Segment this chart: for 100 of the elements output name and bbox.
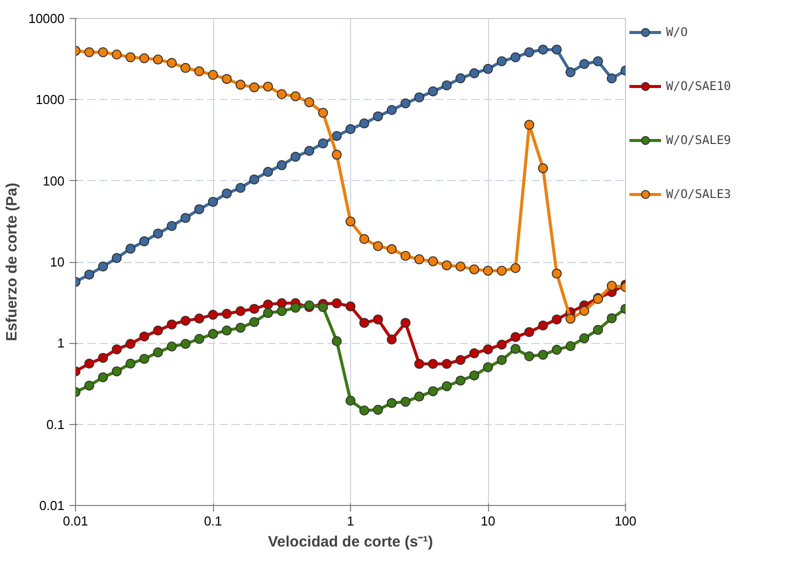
point xyxy=(112,344,122,354)
y-axis-title: Esfuerzo de corte (Pa) xyxy=(3,182,20,342)
point xyxy=(510,52,521,62)
point xyxy=(222,188,232,198)
point xyxy=(538,163,548,174)
point xyxy=(579,59,590,69)
point xyxy=(552,314,562,324)
point xyxy=(524,327,534,338)
point xyxy=(442,260,452,270)
point xyxy=(249,82,260,92)
point xyxy=(442,358,452,369)
point xyxy=(290,152,300,162)
point xyxy=(359,234,370,244)
point xyxy=(400,98,411,108)
y-tick-label: 1000 xyxy=(36,92,64,108)
y-tick-label: 1 xyxy=(57,336,65,351)
point xyxy=(84,270,94,280)
point xyxy=(414,392,424,402)
point xyxy=(456,73,466,84)
point xyxy=(566,341,576,352)
point xyxy=(346,124,356,134)
point xyxy=(442,80,452,90)
point xyxy=(359,318,370,328)
point xyxy=(84,358,94,369)
point xyxy=(373,314,384,324)
point xyxy=(386,105,397,115)
point xyxy=(566,67,576,78)
point xyxy=(112,253,122,263)
point xyxy=(346,301,356,312)
point xyxy=(166,220,177,231)
point xyxy=(552,44,562,55)
point xyxy=(510,263,521,274)
point xyxy=(414,92,424,102)
point xyxy=(166,342,177,352)
point xyxy=(276,160,287,170)
point xyxy=(538,350,548,360)
point xyxy=(236,306,246,316)
point xyxy=(496,56,507,66)
point xyxy=(593,56,604,66)
point xyxy=(538,44,548,55)
point xyxy=(153,54,163,65)
point xyxy=(538,320,548,331)
legend-label: W/O/SAE10 xyxy=(666,79,732,93)
point xyxy=(126,52,136,62)
point xyxy=(98,352,108,363)
legend-label: W/O/SALE3 xyxy=(666,187,732,201)
point xyxy=(222,308,232,319)
y-tick-label: 10 xyxy=(50,254,65,270)
point xyxy=(208,310,218,320)
point xyxy=(332,336,342,346)
point xyxy=(332,130,342,141)
point xyxy=(318,302,328,312)
point xyxy=(153,326,163,336)
point xyxy=(249,317,260,328)
point xyxy=(126,338,136,349)
point xyxy=(469,348,480,358)
point xyxy=(318,138,328,148)
point xyxy=(373,241,384,252)
point xyxy=(304,146,314,156)
point xyxy=(276,306,287,316)
point xyxy=(98,372,108,382)
point xyxy=(112,366,122,376)
point xyxy=(126,244,136,254)
point xyxy=(290,302,300,313)
point xyxy=(469,68,480,78)
point xyxy=(483,362,493,372)
point xyxy=(359,406,370,416)
x-tick-label: 0.01 xyxy=(62,514,88,528)
point xyxy=(552,268,562,279)
point xyxy=(112,50,122,60)
point xyxy=(139,331,150,342)
point xyxy=(414,358,424,369)
point xyxy=(386,334,397,344)
point xyxy=(263,299,274,310)
point xyxy=(414,254,424,264)
point xyxy=(428,358,438,369)
point xyxy=(456,376,466,386)
legend-label: W/O/SALE9 xyxy=(666,133,732,147)
point xyxy=(400,250,411,261)
point xyxy=(359,118,370,128)
point xyxy=(606,280,617,291)
point xyxy=(126,358,136,369)
point xyxy=(194,66,204,76)
point xyxy=(332,150,342,160)
point xyxy=(428,386,438,396)
point xyxy=(166,319,177,330)
point xyxy=(222,74,232,84)
point xyxy=(166,58,177,68)
point xyxy=(524,351,534,362)
point xyxy=(386,244,397,254)
point xyxy=(606,73,617,84)
point xyxy=(579,333,590,344)
point xyxy=(194,334,204,344)
point xyxy=(496,355,507,366)
point xyxy=(593,324,604,335)
point xyxy=(276,89,287,100)
point xyxy=(249,174,260,184)
point xyxy=(194,204,204,214)
point xyxy=(524,47,534,58)
point xyxy=(84,47,94,58)
